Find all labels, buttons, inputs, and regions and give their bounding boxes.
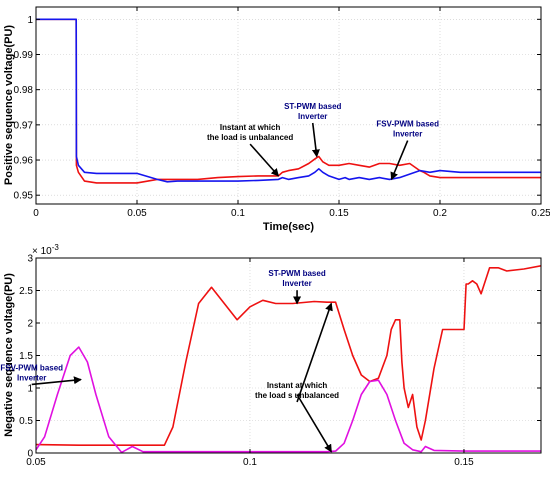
- annotation-arrow: [296, 394, 332, 453]
- annotation-text: FSV-PWM based Inverter: [0, 363, 63, 382]
- annotation-line: Inverter: [17, 373, 46, 382]
- y-multiplier-exponent: -3: [52, 243, 60, 252]
- annotation-line: FSV-PWM based: [376, 120, 439, 129]
- x-tick-label: 0.25: [531, 208, 550, 219]
- x-tick-label: 0: [33, 208, 39, 219]
- y-tick-label: 3: [27, 254, 33, 265]
- annotation-arrow: [390, 140, 409, 181]
- annotation-arrow: [31, 376, 82, 386]
- annotation-line: ST-PWM based: [284, 102, 341, 111]
- y-tick-label: 1.5: [19, 351, 33, 362]
- annotation-text: ST-PWM based Inverter: [268, 269, 325, 288]
- x-tick-label: 0.2: [433, 208, 447, 219]
- annotation-text: ST-PWM based Inverter: [284, 102, 341, 121]
- annotation-line: Instant at which: [267, 381, 328, 390]
- x-axis-label: Time(sec): [263, 221, 314, 233]
- annotation-arrow: [311, 122, 320, 158]
- y-tick-label: 2.5: [19, 286, 33, 297]
- y-tick-label: 1: [27, 15, 33, 26]
- x-tick-label: 0.1: [243, 457, 257, 468]
- annotation-line: the load is unbalanced: [207, 133, 293, 142]
- annotation-arrow: [249, 143, 280, 177]
- x-tick-label: 0.15: [329, 208, 349, 219]
- annotation-line: Inverter: [393, 130, 422, 139]
- y-axis-multiplier: × 10-3: [32, 243, 59, 257]
- annotation-line: Inverter: [282, 279, 311, 288]
- series-line-1: [36, 265, 541, 446]
- x-tick-label: 0.1: [231, 208, 245, 219]
- y-tick-label: 2: [27, 319, 33, 330]
- series-line-2: [36, 18, 541, 183]
- annotation-line: FSV-PWM based: [0, 363, 63, 372]
- y-tick-label: 0: [27, 449, 33, 460]
- y-tick-label: 0.5: [19, 416, 33, 427]
- y-tick-label: 0.98: [14, 85, 34, 96]
- y-axis-label: Positive sequence voltage(PU): [3, 25, 15, 185]
- chart-2: 0.05 0.1 0.15 0 0.5 1 1.5 2 2.5 3 Negative sequenc…: [0, 243, 542, 468]
- y-tick-label: 0.97: [14, 120, 34, 131]
- y-axis-label: Negative sequence voltage(PU): [3, 273, 15, 437]
- y-tick-label: 0.95: [14, 191, 34, 202]
- y-tick-label: 0.96: [14, 156, 34, 167]
- chart-1: 0 0.05 0.1 0.15 0.2 0.25 0.95 0.96 0.97 0.98 0.99 1…: [3, 6, 550, 233]
- annotation-line: Instant at which: [220, 123, 281, 132]
- y-tick-label: 1: [27, 384, 33, 395]
- annotation-text: Instant at which the load is unbalanced: [207, 123, 293, 142]
- y-multiplier-base: × 10: [32, 246, 52, 257]
- y-tick-label: 0.99: [14, 50, 34, 61]
- annotation-text: FSV-PWM based Inverter: [376, 120, 439, 139]
- x-tick-label: 0.05: [127, 208, 147, 219]
- annotation-line: ST-PWM based: [268, 269, 325, 278]
- annotation-arrow: [296, 302, 333, 403]
- annotation-line: Inverter: [298, 112, 327, 121]
- x-tick-label: 0.15: [454, 457, 474, 468]
- axes-box: [35, 6, 542, 205]
- annotation-text: Instant at which the load s unbalanced: [255, 381, 339, 400]
- x-tick-label: 0.05: [26, 457, 46, 468]
